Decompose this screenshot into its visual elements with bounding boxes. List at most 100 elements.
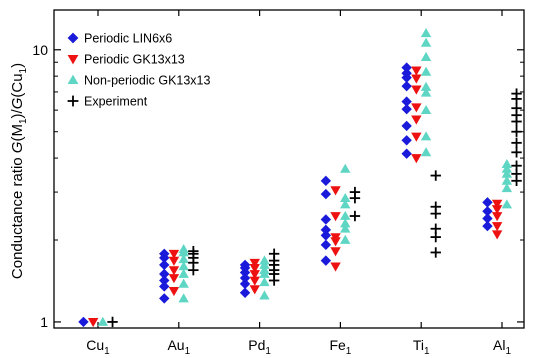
- data-point: [411, 66, 422, 76]
- y-axis-title: Conductance ratio G(M1)/G(Cu1): [9, 63, 29, 279]
- data-point: [159, 293, 170, 304]
- x-tick-label-base: Ti: [413, 337, 424, 353]
- data-point: [320, 224, 332, 236]
- plot-frame: [53, 9, 525, 329]
- data-point: [178, 254, 189, 264]
- y-title-cu-close: ): [9, 63, 26, 68]
- data-point: [330, 212, 341, 222]
- data-point: [340, 163, 351, 173]
- data-point: [430, 247, 441, 258]
- data-point: [501, 168, 513, 178]
- data-point: [87, 318, 99, 328]
- data-point: [401, 148, 412, 159]
- x-tick-label: Fe1: [329, 337, 351, 357]
- data-point: [401, 80, 412, 92]
- data-point: [511, 160, 522, 171]
- x-tick-label: Ti1: [413, 337, 430, 357]
- data-point: [239, 287, 251, 298]
- data-point: [340, 234, 351, 244]
- data-point: [159, 248, 170, 259]
- data-point: [168, 256, 180, 266]
- data-point: [259, 276, 270, 287]
- data-point: [401, 103, 412, 115]
- legend-marker: [67, 95, 79, 107]
- data-point: [259, 264, 270, 275]
- data-point: [501, 199, 513, 209]
- data-point: [340, 210, 351, 220]
- series-triangle-up: [97, 28, 513, 326]
- data-point: [249, 276, 260, 286]
- data-point: [320, 175, 332, 187]
- series-triangle-down: [87, 66, 503, 328]
- data-point: [249, 285, 260, 295]
- data-point: [511, 126, 522, 137]
- data-point: [320, 188, 332, 200]
- data-point: [320, 239, 332, 251]
- data-point: [482, 213, 493, 224]
- data-point: [178, 293, 189, 303]
- data-point: [482, 197, 493, 208]
- x-tick-label: Cu1: [86, 337, 110, 357]
- data-point: [330, 186, 341, 196]
- y-title-g1: G: [9, 141, 26, 153]
- data-point: [491, 230, 503, 240]
- data-point: [411, 154, 422, 164]
- data-point: [430, 223, 441, 234]
- data-point: [401, 120, 412, 132]
- x-tick-label-subscript: 1: [424, 346, 430, 357]
- data-point: [239, 278, 251, 290]
- x-tick-label: Al1: [493, 337, 511, 357]
- data-point: [511, 102, 522, 114]
- data-point: [178, 244, 189, 254]
- data-point: [159, 275, 170, 286]
- x-tick-label-subscript: 1: [265, 346, 271, 357]
- legend-label: Periodic GK13x13: [84, 53, 185, 67]
- data-point: [340, 218, 351, 228]
- legend-marker: [67, 32, 79, 44]
- data-point: [340, 192, 351, 203]
- data-point: [159, 268, 170, 280]
- x-axis-ticks: Cu1 Au1 Pd1 Fe1 Ti1 Al1: [86, 10, 511, 357]
- data-point: [168, 266, 180, 276]
- data-marks: [78, 28, 522, 328]
- data-point: [349, 210, 361, 222]
- data-point: [501, 163, 513, 173]
- data-point: [330, 247, 341, 257]
- data-point: [420, 87, 432, 97]
- data-point: [178, 261, 189, 271]
- data-point: [501, 183, 513, 193]
- data-point: [249, 263, 260, 274]
- x-tick-label-base: Cu: [86, 337, 104, 353]
- data-point: [491, 199, 503, 209]
- data-point: [420, 131, 432, 141]
- data-point: [511, 88, 522, 99]
- data-point: [491, 222, 503, 232]
- data-point: [159, 259, 170, 271]
- legend: Periodic LIN6x6 Periodic GK13x13 Non-perio…: [67, 32, 211, 109]
- data-point: [107, 316, 118, 328]
- data-point: [188, 245, 199, 257]
- data-point: [249, 270, 260, 280]
- data-point: [401, 62, 412, 73]
- data-point: [168, 274, 180, 284]
- x-tick-label-base: Pd: [248, 337, 265, 353]
- data-point: [420, 81, 432, 91]
- x-tick-label: Au1: [167, 337, 190, 357]
- data-point: [501, 175, 513, 185]
- legend-marker: [67, 54, 79, 65]
- data-point: [78, 316, 89, 328]
- data-point: [430, 170, 441, 181]
- data-point: [420, 37, 432, 47]
- data-point: [491, 212, 503, 222]
- x-tick-label-base: Au: [167, 337, 184, 353]
- legend-label: Periodic LIN6x6: [84, 32, 172, 46]
- data-point: [320, 230, 332, 241]
- x-tick-label-subscript: 1: [505, 346, 511, 357]
- y-title-m-sub: 1: [18, 118, 29, 124]
- data-point: [259, 255, 270, 265]
- data-point: [420, 28, 432, 38]
- x-tick-label-subscript: 1: [346, 346, 352, 357]
- y-title-cu-open: (Cu: [9, 73, 26, 97]
- y-tick-label: 1: [40, 314, 48, 330]
- y-title-prefix: Conductance ratio: [9, 153, 26, 279]
